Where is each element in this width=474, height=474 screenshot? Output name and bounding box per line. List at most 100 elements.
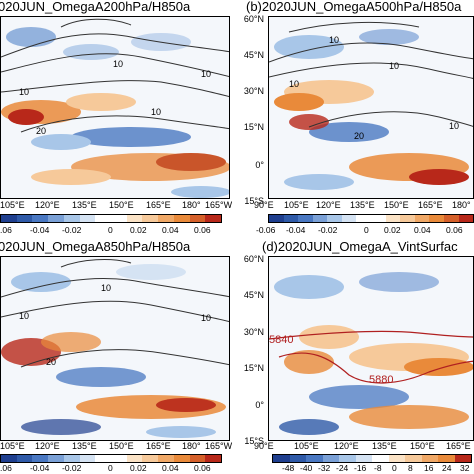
lat-label: 15°N [243, 363, 264, 373]
panel-c-contour-label: 20 [46, 357, 56, 367]
panel-a-contour-label: 10 [201, 69, 211, 79]
lon-label: 180° [182, 441, 201, 451]
lon-label: 135°E [350, 200, 375, 210]
lat-label: 45°N [243, 50, 264, 60]
panel-d-field: 5840 5880 [269, 257, 473, 440]
colorbar-tick: 0.06 [446, 225, 463, 235]
lat-label: 45°N [243, 290, 264, 300]
lon-label: 165°E [146, 200, 171, 210]
lat-label: 0° [255, 160, 264, 170]
colorbar-tick: 32 [460, 463, 470, 473]
lon-label: 165°W [205, 200, 233, 210]
colorbar-tick: 0.02 [130, 225, 147, 235]
colorbar-tick: 0.06 [194, 225, 211, 235]
colorbar-tick: -0.04 [30, 463, 50, 473]
lon-label: 150°E [109, 200, 134, 210]
colorbar-tick: 24 [442, 463, 452, 473]
lon-label: 105°E [284, 200, 309, 210]
colorbar-tick: -16 [354, 463, 367, 473]
colorbar-tick: -48 [282, 463, 295, 473]
lon-label: 120°E [334, 441, 359, 451]
panel-d-lon-labels: 90°E 105°E 120°E 135°E 150°E 165°E [254, 441, 474, 453]
panel-c-contour-label: 10 [201, 313, 211, 323]
panel-b-contour-label: 20 [354, 131, 364, 141]
colorbar-tick: 0.04 [162, 225, 179, 235]
lon-label: 90°E [254, 200, 274, 210]
panel-a-lon-labels: 105°E 120°E 135°E 150°E 165°E 180° 165°W [0, 200, 232, 212]
lon-label: 120°E [316, 200, 341, 210]
lon-label: 180° [452, 200, 471, 210]
panel-a-contour-label: 20 [36, 126, 46, 136]
lon-label: 150°E [384, 200, 409, 210]
colorbar-tick: 0 [108, 225, 113, 235]
panel-c-field: 10 10 20 10 [1, 257, 229, 440]
colorbar-tick: 0.02 [384, 225, 401, 235]
colorbar-tick: -24 [336, 463, 349, 473]
panel-b-field: 10 10 10 20 10 [269, 17, 473, 198]
panel-b-title: (b)2020JUN_OmegaA500hPa/H850a [246, 0, 462, 14]
panel-d-contour-label: 5840 [269, 334, 293, 346]
lon-label: 135°E [372, 441, 397, 451]
panel-a-contour-label: 10 [151, 107, 161, 117]
panel-d-colorbar [272, 454, 472, 463]
lon-label: 165°E [446, 441, 471, 451]
colorbar-tick: 0 [364, 225, 369, 235]
lat-label: 0° [255, 400, 264, 410]
lat-label: 30°N [243, 327, 264, 337]
lat-label: 30°N [243, 86, 264, 96]
panel-c-colorbar-labels: .06 -0.04 -0.02 0 0.02 0.04 0.06 [0, 463, 232, 474]
panel-c-contour-label: 10 [19, 311, 29, 321]
panel-b-lat-labels: 60°N 45°N 30°N 15°N 0° 15°S [232, 10, 266, 210]
panel-c-map: 10 10 20 10 [0, 256, 230, 441]
colorbar-tick: -0.02 [62, 225, 82, 235]
colorbar-tick: 0.04 [414, 225, 431, 235]
panel-c-lon-labels: 105°E 120°E 135°E 150°E 165°E 180° 165°W [0, 441, 232, 453]
colorbar-tick: -8 [374, 463, 382, 473]
panel-b-contour-label: 10 [329, 35, 339, 45]
lon-label: 180° [182, 200, 201, 210]
lat-label: 60°N [243, 14, 264, 24]
lon-label: 120°E [35, 441, 60, 451]
panel-a-map: 10 10 10 20 10 [0, 16, 230, 199]
lat-label: 15°N [243, 122, 264, 132]
panel-d-colorbar-labels: -48 -40 -32 -24 -16 -8 0 8 16 24 32 [282, 463, 474, 474]
colorbar-tick: -32 [318, 463, 331, 473]
colorbar-tick: 8 [408, 463, 413, 473]
panel-d-lat-labels: 60°N 45°N 30°N 15°N 0° 15°S [232, 250, 266, 450]
panel-b-contour-label: 10 [289, 79, 299, 89]
lon-label: 105°E [0, 200, 25, 210]
panel-a-title: 020JUN_OmegaA200hPa/H850a [0, 0, 191, 14]
panel-a-contour-label: 10 [19, 87, 29, 97]
panel-a-colorbar-labels: .06 -0.04 -0.02 0 0.02 0.04 0.06 [0, 225, 232, 237]
panel-c-title: 020JUN_OmegaA850hPa/H850a [0, 239, 191, 254]
lat-label: 15°S [244, 436, 264, 446]
lon-label: 165°E [418, 200, 443, 210]
colorbar-tick: 0.06 [194, 463, 211, 473]
lat-label: 15°S [244, 196, 264, 206]
panel-b-contour-label: 10 [449, 121, 459, 131]
lon-label: 165°E [146, 441, 171, 451]
colorbar-tick: 16 [424, 463, 434, 473]
colorbar-tick: -0.06 [256, 225, 276, 235]
lon-label: 120°E [35, 200, 60, 210]
lon-label: 90°E [254, 441, 274, 451]
colorbar-tick: -0.04 [286, 225, 306, 235]
lon-label: 150°E [109, 441, 134, 451]
colorbar-tick: -0.04 [30, 225, 50, 235]
colorbar-tick: 0 [108, 463, 113, 473]
colorbar-tick: .06 [0, 225, 12, 235]
panel-b-colorbar [268, 214, 474, 223]
panel-b-lon-labels: 90°E 105°E 120°E 135°E 150°E 165°E 180° [254, 200, 474, 212]
panel-d-contour-label: 5880 [369, 374, 393, 386]
lon-label: 105°E [0, 441, 25, 451]
colorbar-tick: -0.02 [318, 225, 338, 235]
colorbar-tick: -0.02 [62, 463, 82, 473]
panel-a-contour-label: 10 [113, 59, 123, 69]
lon-label: 105°E [294, 441, 319, 451]
lon-label: 135°E [72, 200, 97, 210]
panel-b-contour-label: 10 [389, 61, 399, 71]
colorbar-tick: .06 [0, 463, 12, 473]
colorbar-tick: 0.02 [130, 463, 147, 473]
panel-d-title: (d)2020JUN_OmegaA_VintSurfac [262, 239, 458, 254]
colorbar-tick: -40 [300, 463, 313, 473]
